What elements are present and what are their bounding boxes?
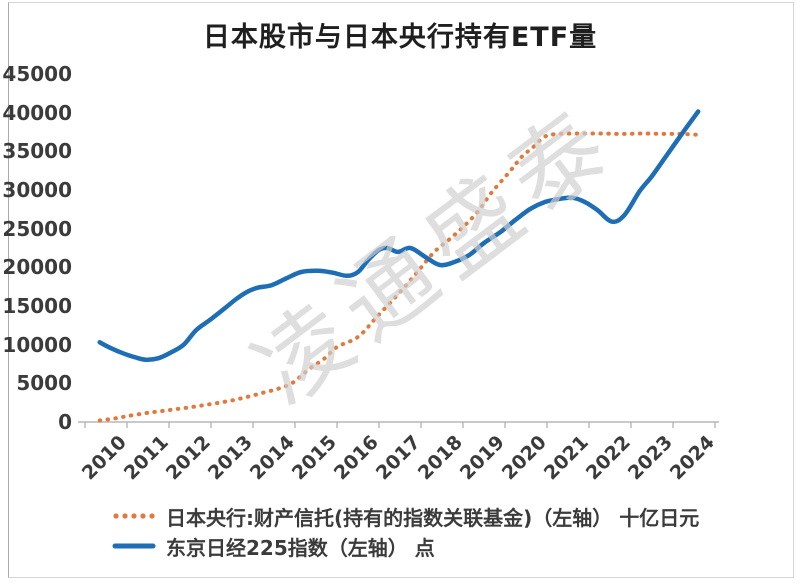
legend-label-boj: 日本央行:财产信托(持有的指数关联基金)（左轴） 十亿日元 bbox=[166, 505, 700, 530]
y-axis-label: 0 bbox=[58, 410, 72, 434]
y-axis-label: 40000 bbox=[2, 100, 72, 125]
chart-title: 日本股市与日本央行持有ETF量 bbox=[202, 22, 598, 53]
legend-item-nikkei: 东京日经225指数（左轴） 点 bbox=[112, 531, 699, 561]
y-axis-label: 20000 bbox=[2, 255, 72, 280]
x-axis-ticks bbox=[84, 422, 716, 428]
legend-item-boj: 日本央行:财产信托(持有的指数关联基金)（左轴） 十亿日元 bbox=[112, 501, 699, 531]
y-axis-label: 5000 bbox=[16, 371, 72, 396]
y-axis-label: 10000 bbox=[2, 332, 72, 357]
series-line-boj-etf bbox=[97, 131, 699, 423]
legend-label-nikkei: 东京日经225指数（左轴） 点 bbox=[166, 535, 435, 560]
y-axis-label: 25000 bbox=[2, 216, 72, 241]
legend-swatch-line-icon bbox=[112, 543, 156, 549]
legend-swatch-dotted-icon bbox=[113, 513, 155, 519]
y-axis-label: 35000 bbox=[2, 139, 72, 164]
y-axis-label: 30000 bbox=[2, 178, 72, 202]
legend: 日本央行:财产信托(持有的指数关联基金)（左轴） 十亿日元 东京日经225指数（… bbox=[112, 501, 699, 561]
series-line-nikkei225 bbox=[97, 109, 701, 362]
y-axis-label: 15000 bbox=[2, 294, 72, 318]
y-axis-label: 45000 bbox=[2, 62, 72, 86]
